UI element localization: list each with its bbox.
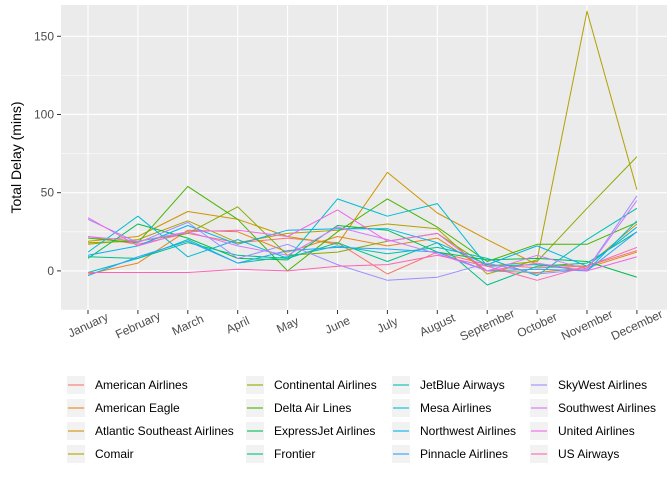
legend-label-expressjet-airlines: ExpressJet Airlines	[274, 424, 375, 438]
y-tick-label: 50	[41, 186, 55, 200]
x-axis: January February March April May June July Augu…	[66, 306, 665, 343]
legend-label-american-airlines: American Airlines	[95, 378, 188, 392]
legend-label-jetblue-airways: JetBlue Airways	[420, 378, 505, 392]
y-axis: 0 50 100 150	[34, 29, 61, 278]
y-tick-label: 100	[34, 107, 54, 121]
legend-label-us-airways: US Airways	[558, 447, 619, 461]
legend-label-united-airlines: United Airlines	[558, 424, 635, 438]
series-line-delta-air-lines	[87, 185, 638, 272]
series-line-continental-airlines	[87, 156, 638, 267]
x-tick-label: March	[170, 312, 206, 339]
legend-label-southwest-airlines: Southwest Airlines	[558, 401, 656, 415]
series-line-pinnacle-airlines	[87, 231, 638, 277]
legend-label-mesa-airlines: Mesa Airlines	[420, 401, 491, 415]
series-lines	[87, 10, 638, 286]
legend-label-american-eagle: American Eagle	[95, 401, 180, 415]
grid-lines	[61, 5, 667, 311]
series-line-southwest-airlines	[87, 200, 638, 272]
x-tick-label: April	[224, 314, 252, 337]
y-tick-label: 150	[34, 29, 54, 43]
legend-label-northwest-airlines: Northwest Airlines	[420, 424, 516, 438]
x-tick-label: August	[417, 310, 457, 339]
legend-label-continental-airlines: Continental Airlines	[274, 378, 377, 392]
series-line-mesa-airlines	[87, 198, 638, 272]
x-tick-label: June	[323, 313, 353, 337]
legend-label-atlantic-southeast-airlines: Atlantic Southeast Airlines	[95, 424, 234, 438]
legend-label-comair: Comair	[95, 447, 134, 461]
series-line-skywest-airlines	[87, 195, 638, 281]
x-tick-label: July	[375, 314, 400, 336]
series-line-united-airlines	[87, 209, 638, 272]
x-tick-label: May	[274, 314, 300, 336]
legend-label-delta-air-lines: Delta Air Lines	[274, 401, 351, 415]
legend-label-skywest-airlines: SkyWest Airlines	[558, 378, 647, 392]
y-tick-label: 0	[47, 264, 54, 278]
legend: American Airlines American Eagle Atlantic …	[67, 376, 656, 463]
x-tick-label: October	[515, 310, 560, 341]
x-tick-label: January	[66, 310, 111, 341]
legend-label-pinnacle-airlines: Pinnacle Airlines	[420, 447, 508, 461]
series-line-expressjet-airlines	[87, 223, 638, 278]
series-line-comair	[87, 10, 638, 275]
y-axis-title: Total Delay (mins)	[8, 101, 24, 213]
legend-label-frontier: Frontier	[274, 447, 315, 461]
series-line-us-airways	[88, 246, 638, 281]
series-line-northwest-airlines	[87, 225, 638, 267]
